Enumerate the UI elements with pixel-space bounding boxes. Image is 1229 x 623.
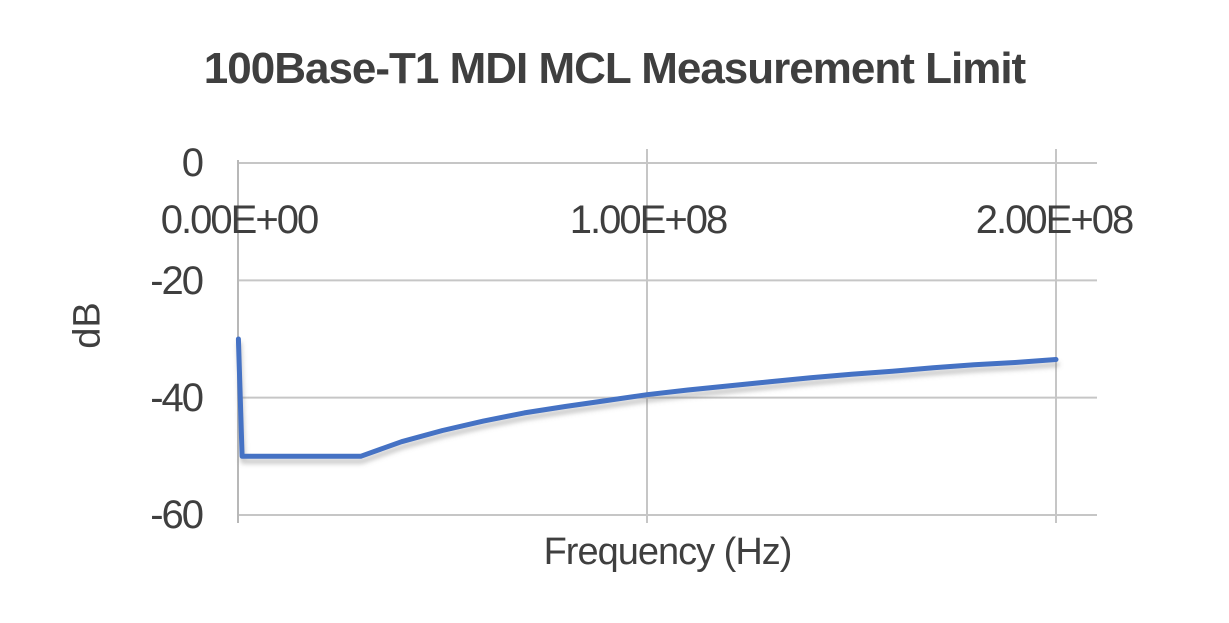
chart-title: 100Base-T1 MDI MCL Measurement Limit <box>203 44 1026 93</box>
y-tick-label: -40 <box>150 376 204 420</box>
y-tick-label: 0 <box>181 141 204 185</box>
mcl-limit-line <box>235 336 1059 459</box>
y-tick-label: -60 <box>150 493 204 537</box>
x-tick-label: 2.00E+08 <box>975 198 1134 242</box>
y-axis-title: dB <box>66 302 109 349</box>
x-tick-label: 1.00E+08 <box>569 198 728 242</box>
x-tick-label: 0.00E+00 <box>160 198 319 242</box>
x-axis-title: Frequency (Hz) <box>543 531 793 573</box>
y-tick-label: -20 <box>150 259 204 303</box>
